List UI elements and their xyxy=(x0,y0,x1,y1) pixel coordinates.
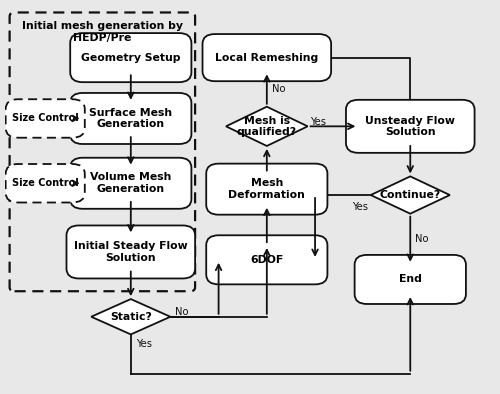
Polygon shape xyxy=(370,177,450,214)
Text: Surface Mesh
Generation: Surface Mesh Generation xyxy=(89,108,172,129)
Polygon shape xyxy=(91,299,170,335)
Text: No: No xyxy=(272,84,285,94)
Text: Size Control: Size Control xyxy=(12,113,78,123)
Text: Unsteady Flow
Solution: Unsteady Flow Solution xyxy=(366,115,455,137)
Text: Initial mesh generation by
HEDP/Pre: Initial mesh generation by HEDP/Pre xyxy=(22,21,183,43)
Text: Continue?: Continue? xyxy=(380,190,441,200)
Text: Yes: Yes xyxy=(310,117,326,126)
FancyBboxPatch shape xyxy=(346,100,474,153)
Text: Size Control: Size Control xyxy=(12,178,78,188)
Text: Geometry Setup: Geometry Setup xyxy=(81,53,180,63)
Text: Volume Mesh
Generation: Volume Mesh Generation xyxy=(90,173,172,194)
Text: Yes: Yes xyxy=(352,202,368,212)
FancyBboxPatch shape xyxy=(206,164,328,215)
FancyBboxPatch shape xyxy=(354,255,466,304)
Text: Local Remeshing: Local Remeshing xyxy=(215,53,318,63)
Text: Static?: Static? xyxy=(110,312,152,322)
FancyBboxPatch shape xyxy=(202,34,331,81)
Text: No: No xyxy=(415,234,428,244)
Polygon shape xyxy=(226,107,308,146)
FancyBboxPatch shape xyxy=(66,225,195,279)
Text: End: End xyxy=(399,275,421,284)
FancyBboxPatch shape xyxy=(6,99,85,138)
FancyBboxPatch shape xyxy=(70,93,192,144)
Text: No: No xyxy=(176,307,189,317)
FancyBboxPatch shape xyxy=(6,164,85,203)
Text: 6DOF: 6DOF xyxy=(250,255,284,265)
FancyBboxPatch shape xyxy=(70,158,192,209)
Text: Mesh is
qualified?: Mesh is qualified? xyxy=(237,115,297,137)
FancyBboxPatch shape xyxy=(70,33,192,82)
Text: Yes: Yes xyxy=(136,339,152,349)
Text: Initial Steady Flow
Solution: Initial Steady Flow Solution xyxy=(74,241,188,263)
FancyBboxPatch shape xyxy=(206,235,328,284)
Text: Mesh
Deformation: Mesh Deformation xyxy=(228,178,306,200)
